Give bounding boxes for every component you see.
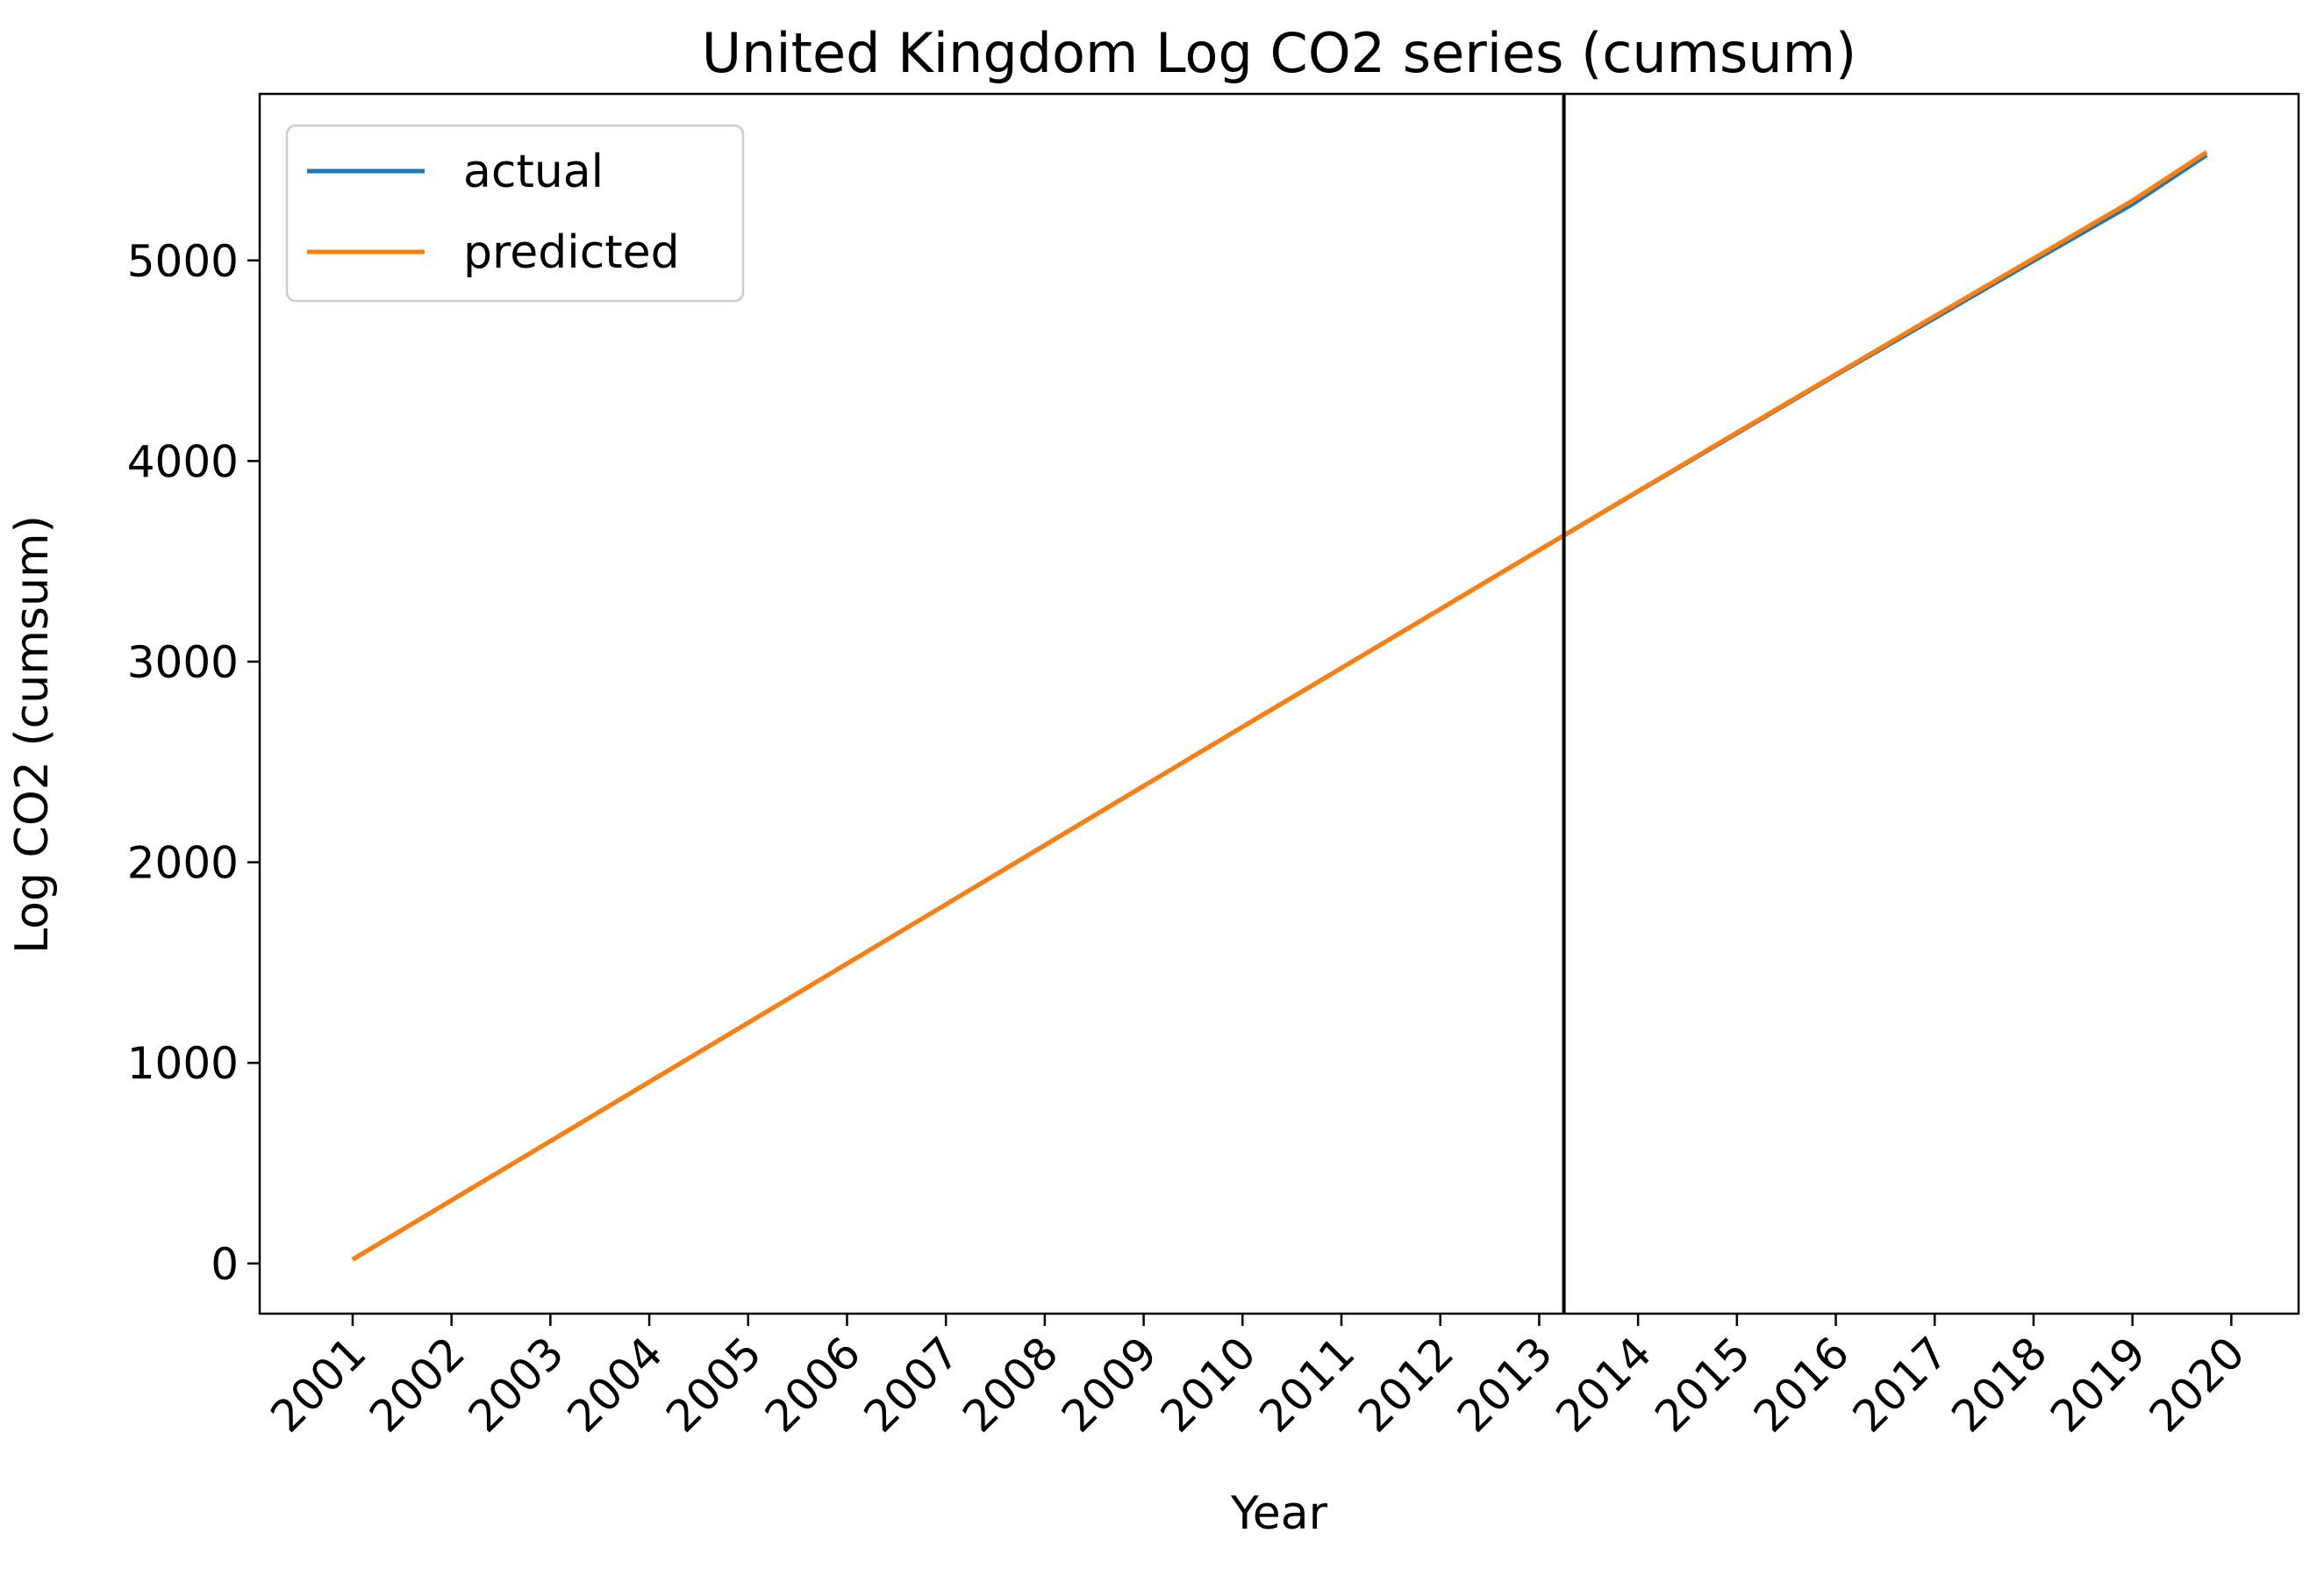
plot-area bbox=[258, 92, 2300, 1315]
legend: actual predicted bbox=[285, 124, 745, 303]
chart-title: United Kingdom Log CO2 series (cumsum) bbox=[702, 21, 1857, 85]
plot-frame bbox=[258, 92, 2300, 1315]
y-axis-label: Log CO2 (cumsum) bbox=[6, 515, 59, 954]
y-tick-label: 5000 bbox=[127, 236, 239, 287]
y-tick-label: 2000 bbox=[127, 838, 239, 889]
y-tick-label: 4000 bbox=[127, 436, 239, 487]
legend-label-predicted: predicted bbox=[463, 226, 680, 279]
y-axis: 0 1000 2000 3000 4000 5000 bbox=[127, 236, 260, 1290]
y-tick-label: 1000 bbox=[127, 1038, 239, 1089]
y-tick-label: 0 bbox=[211, 1239, 239, 1290]
x-axis-label: Year bbox=[1230, 1487, 1328, 1540]
y-tick-label: 3000 bbox=[127, 637, 239, 688]
series-line-predicted bbox=[351, 150, 2208, 1262]
series-layer bbox=[351, 94, 2208, 1314]
legend-label-actual: actual bbox=[463, 146, 604, 198]
